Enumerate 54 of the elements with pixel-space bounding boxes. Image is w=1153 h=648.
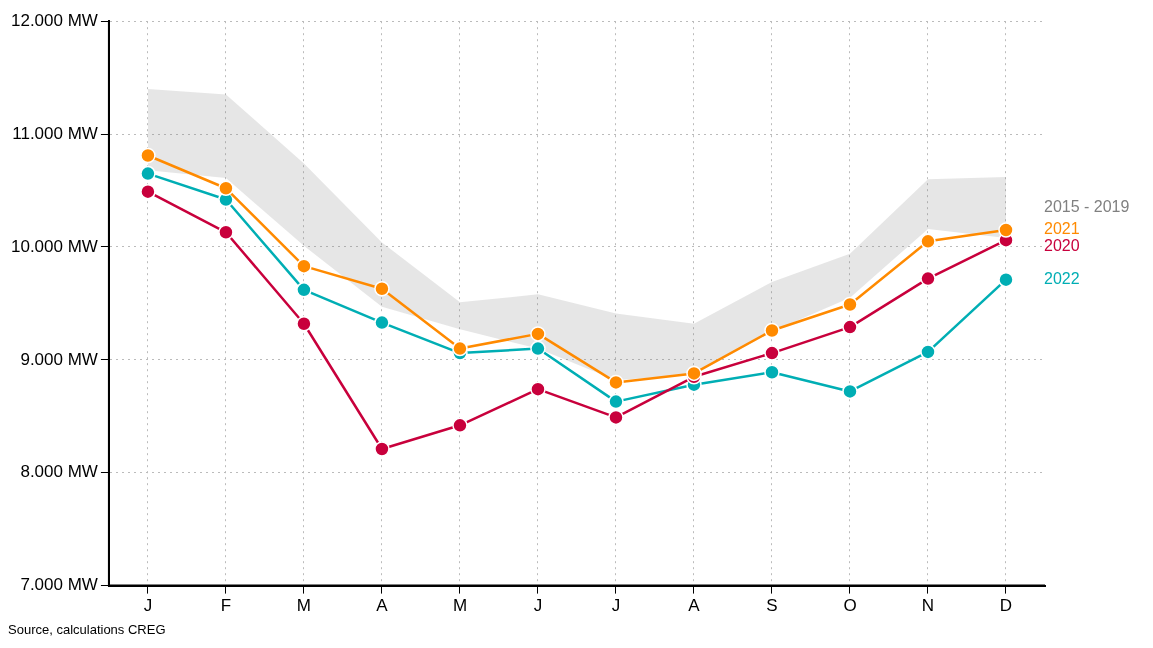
point [842,383,858,400]
point [608,409,624,426]
x-tick-label: N [921,596,935,616]
point [530,381,546,397]
series-label: 2022 [1044,270,1080,288]
point [452,340,468,357]
point [920,270,936,287]
point [842,319,858,335]
y-tick-label: 11.000 MW [12,123,98,143]
point [140,165,156,182]
point [686,365,702,382]
point [374,280,390,297]
point [218,180,234,197]
point [998,222,1014,238]
point [296,282,312,298]
x-tick-label: J [143,596,153,616]
series-label: 2020 [1044,237,1080,255]
point [842,296,858,313]
point [764,322,780,339]
y-tick-label: 10.000 MW [10,236,98,256]
point [374,314,390,331]
point [218,224,234,241]
x-tick-label: J [611,596,621,616]
point [452,417,468,434]
x-tick-label: M [452,596,468,616]
series-label: 2021 [1044,220,1080,238]
legend-label: 2015 - 2019 [1044,197,1130,215]
x-tick-label: F [220,596,232,616]
point [608,374,624,391]
x-tick-label: A [376,596,389,616]
x-tick-label: A [688,596,701,616]
point [296,315,312,332]
y-tick-label: 12.000 MW [10,10,98,30]
point [608,393,624,410]
x-tick-label: D [999,596,1013,616]
point [920,344,936,360]
y-tick-label: 7.000 MW [20,575,98,595]
point [998,271,1014,288]
point [296,258,312,274]
point [920,233,936,250]
point [530,326,546,342]
point [374,441,390,457]
point [140,183,156,200]
point [530,340,546,357]
y-tick-label: 9.000 MW [20,349,98,369]
source-note: Source, calculations CREG [8,622,167,637]
x-tick-label: O [843,596,857,616]
point [764,345,780,361]
x-tick-label: M [296,596,312,616]
point [140,147,156,164]
x-tick-label: S [766,596,778,616]
x-tick-label: J [533,596,543,616]
point [764,364,780,381]
y-tick-label: 8.000 MW [20,462,98,482]
